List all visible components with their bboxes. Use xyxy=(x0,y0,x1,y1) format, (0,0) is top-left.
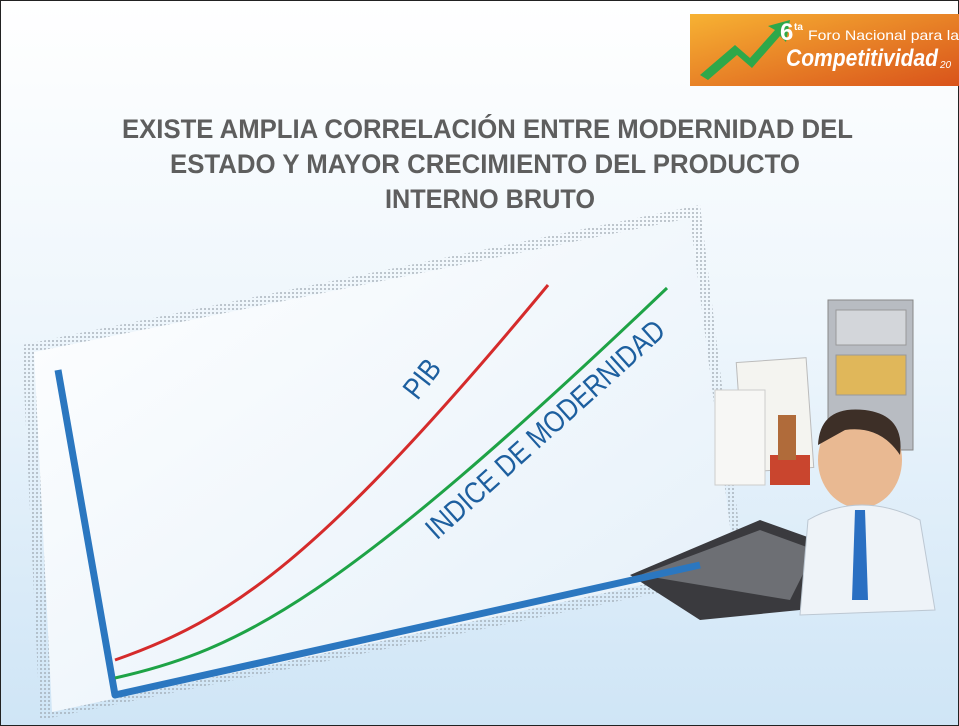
title-line: INTERNO BRUTO xyxy=(385,184,595,214)
logo: 6 ta Foro Nacional para la Competitivida… xyxy=(690,14,959,86)
logo-number: 6 xyxy=(780,19,793,46)
logo-year: 20 xyxy=(939,60,952,71)
card xyxy=(34,218,735,712)
modernidad-curve xyxy=(114,286,669,680)
title-line: EXISTE AMPLIA CORRELACIÓN ENTRE MODERNID… xyxy=(122,113,853,144)
logo-line1: Foro Nacional para la xyxy=(808,27,959,43)
axes xyxy=(54,369,701,699)
title-line: ESTADO Y MAYOR CRECIMIENTO DEL PRODUCTO xyxy=(170,149,800,179)
logo-ordinal: ta xyxy=(794,22,803,33)
office-illustration xyxy=(630,299,936,620)
logo-line2: Competitividad xyxy=(786,45,939,72)
pib-curve xyxy=(114,284,550,662)
